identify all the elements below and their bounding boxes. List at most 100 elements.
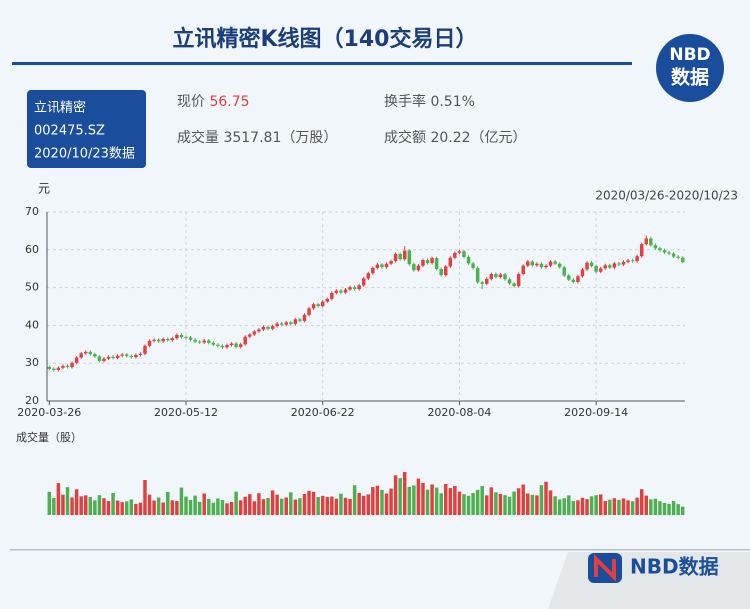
candle-body [393,253,398,262]
candle-body [617,263,621,265]
volume-bar [229,502,234,515]
volume-bar [74,489,79,515]
candle-body [539,263,544,268]
candle-body [644,238,648,245]
volume-bar [188,499,193,515]
candle-body [416,265,421,271]
candle-body [197,341,202,343]
info-label: 换手率 [384,93,426,110]
volume-bar [311,491,316,515]
candle-body [398,253,402,260]
volume-bar [612,498,617,515]
candle-body [257,329,261,332]
candle-body [229,343,234,346]
candle-body [667,252,671,254]
candle-body [430,258,434,264]
volume-bar [279,498,284,515]
candle-body [608,265,612,268]
candle-body [207,340,211,343]
volume-bar [225,503,229,515]
candle-body [220,345,225,348]
candle-body [170,338,175,341]
footer-logo-text: NBD数据 [630,555,719,579]
x-tick-label: 2020-08-04 [427,406,491,419]
volume-bar [170,500,175,515]
candle-body [284,322,288,325]
candle-body [343,289,348,293]
candle-body [457,251,462,253]
volume-bar [84,495,88,515]
candle-body [234,343,238,347]
y-tick-label: 40 [25,318,39,331]
volume-bar [161,502,165,515]
volume-bar [289,492,293,515]
y-tick-label: 50 [25,281,39,294]
candle-body [444,266,448,276]
volume-bar [115,500,120,515]
candle-body [339,290,343,293]
candle-body [571,279,576,282]
candle-body [612,263,617,268]
candle-body [589,262,594,267]
candle-body [293,319,298,324]
candle-body [649,238,653,246]
volume-bar [348,498,352,515]
volume-bar [138,502,143,515]
volume-bar [120,502,124,515]
info-value: 3517.81 [223,130,281,146]
x-tick-label: 2020-06-22 [291,406,355,419]
volume-bar [197,501,202,515]
candle-body [366,273,371,279]
candle-body [580,269,585,277]
candle-body [403,250,407,260]
candle-body [120,354,124,356]
volume-bar [47,491,52,515]
candle-body [434,258,439,270]
candle-body [389,261,393,264]
candle-body [298,319,302,321]
candle-body [407,250,412,265]
candle-body [243,336,247,345]
candle-body [193,339,197,342]
volume-bar [56,483,61,515]
candle-body [225,345,229,348]
volume-bar [462,494,466,515]
volume-bar [576,500,580,515]
volume-bar [152,500,156,515]
candle-body [52,368,56,371]
volume-bar [298,498,302,515]
y-tick-label: 60 [25,243,39,256]
volume-bar [302,493,307,515]
logo-text: 数据 [671,66,709,89]
volume-bar [626,500,630,515]
candle-body [270,326,275,329]
volume-bar [243,496,247,515]
candle-body [475,267,480,283]
volume-bar [184,496,188,515]
info-label: 成交量 [177,129,219,146]
logo [656,34,724,102]
candle-body [147,340,152,346]
volume-bar [111,493,115,515]
candle-body [562,267,566,276]
candle-body [480,282,484,284]
volume-bar [316,497,320,515]
candle-body [202,340,206,343]
volume-bar [567,495,571,515]
volume-bar [507,496,512,515]
volume-bar [334,498,339,515]
candle-body [557,263,562,268]
title-rule [12,62,632,65]
volume-bar [307,490,311,515]
volume-bar [129,499,134,515]
candle-body [70,362,74,367]
candle-body [125,354,129,357]
volume-bar [407,486,412,515]
volume-bar [421,482,425,515]
volume-bar [202,493,206,515]
candle-body [143,345,147,354]
candle-body [635,256,639,262]
candle-body [626,260,630,262]
